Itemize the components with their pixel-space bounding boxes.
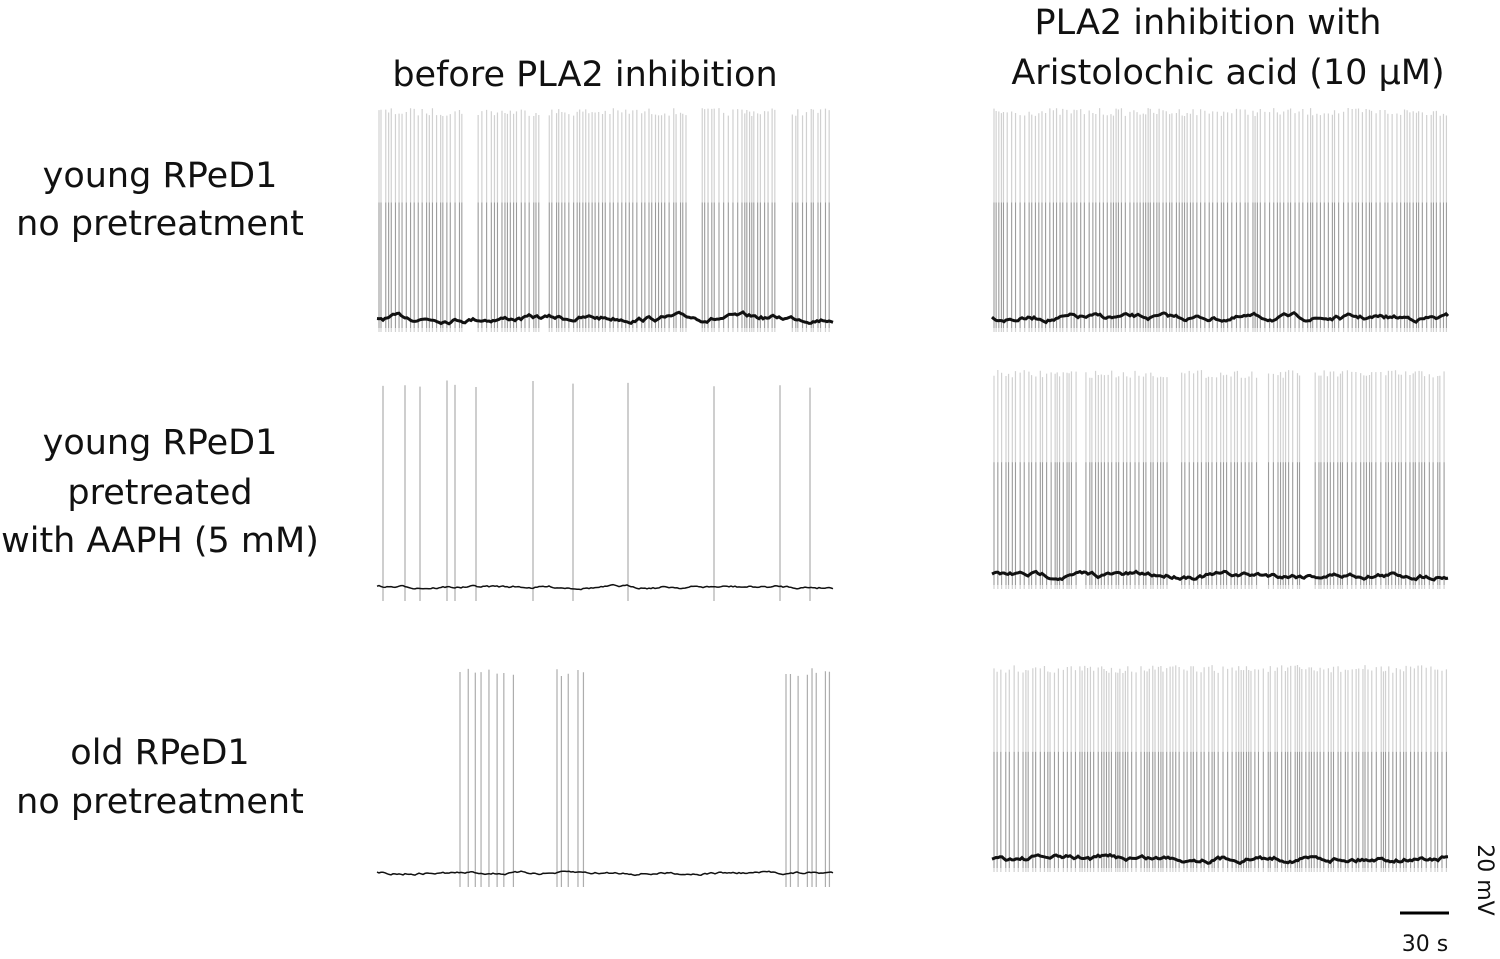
row-label: young RPeD1	[43, 156, 278, 196]
voltage-scale-label: 20 mV	[1472, 844, 1497, 915]
baseline-trace	[990, 310, 1450, 325]
baseline-trace	[376, 870, 834, 877]
baseline-trace	[991, 852, 1449, 866]
column-title: PLA2 inhibition with	[1035, 3, 1382, 43]
time-scale-label: 30 s	[1402, 932, 1448, 957]
traces	[376, 108, 1450, 887]
column-title: Aristolochic acid (10 μM)	[1011, 53, 1444, 93]
baseline-trace	[376, 583, 834, 591]
row-label: old RPeD1	[70, 733, 249, 773]
row-label: with AAPH (5 mM)	[1, 521, 319, 561]
row-label: young RPeD1	[43, 423, 278, 463]
row-label: pretreated	[67, 473, 252, 513]
row-label: no pretreatment	[16, 782, 304, 822]
row-label: no pretreatment	[16, 204, 304, 244]
baseline-trace	[991, 569, 1449, 582]
baseline-trace	[376, 310, 834, 326]
column-title: before PLA2 inhibition	[392, 55, 777, 95]
